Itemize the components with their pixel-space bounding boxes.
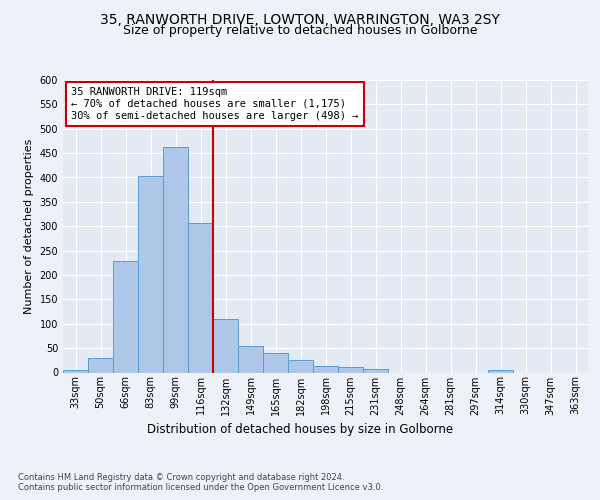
Bar: [338, 367, 363, 372]
Text: Contains public sector information licensed under the Open Government Licence v3: Contains public sector information licen…: [18, 482, 383, 492]
Bar: [88, 358, 113, 372]
Bar: [363, 369, 388, 372]
Bar: [138, 176, 163, 372]
Text: Distribution of detached houses by size in Golborne: Distribution of detached houses by size …: [147, 422, 453, 436]
Text: Size of property relative to detached houses in Golborne: Size of property relative to detached ho…: [123, 24, 477, 37]
Bar: [288, 360, 313, 372]
Text: Contains HM Land Registry data © Crown copyright and database right 2024.: Contains HM Land Registry data © Crown c…: [18, 472, 344, 482]
Y-axis label: Number of detached properties: Number of detached properties: [24, 138, 34, 314]
Bar: [163, 147, 188, 372]
Bar: [238, 346, 263, 372]
Bar: [313, 366, 338, 372]
Text: 35, RANWORTH DRIVE, LOWTON, WARRINGTON, WA3 2SY: 35, RANWORTH DRIVE, LOWTON, WARRINGTON, …: [100, 12, 500, 26]
Bar: [188, 223, 213, 372]
Bar: [63, 370, 88, 372]
Bar: [213, 319, 238, 372]
Bar: [488, 370, 513, 372]
Bar: [263, 354, 288, 372]
Text: 35 RANWORTH DRIVE: 119sqm
← 70% of detached houses are smaller (1,175)
30% of se: 35 RANWORTH DRIVE: 119sqm ← 70% of detac…: [71, 88, 358, 120]
Bar: [113, 262, 138, 372]
